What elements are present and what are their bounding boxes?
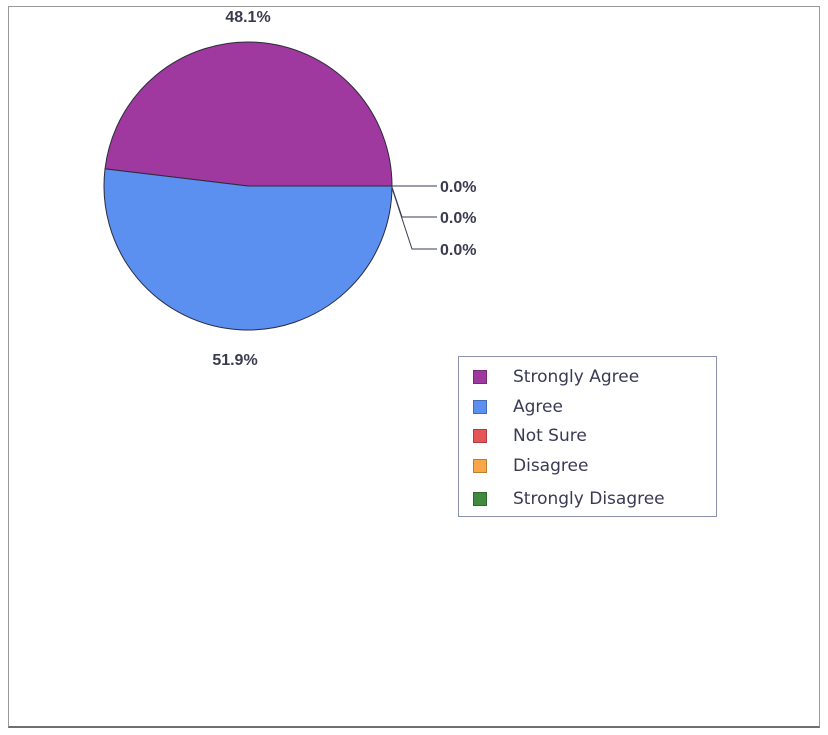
legend-swatch	[473, 459, 487, 473]
legend-label: Agree	[513, 397, 563, 417]
pie-slice-strongly-agree	[104, 41, 393, 187]
legend-item-disagree: Disagree	[473, 454, 588, 478]
legend-label: Not Sure	[513, 426, 587, 446]
data-label-not-sure: 0.0%	[440, 179, 476, 196]
legend-label: Disagree	[513, 456, 589, 476]
data-label-agree: 51.9%	[212, 352, 257, 369]
data-label-disagree: 0.0%	[440, 210, 476, 227]
legend-item-agree: Agree	[473, 395, 563, 419]
data-label-strongly-agree: 48.1%	[225, 9, 270, 26]
leader-line-strongly-disagree	[391, 187, 437, 250]
legend-label: Strongly Agree	[513, 367, 640, 387]
data-label-strongly-disagree: 0.0%	[440, 242, 476, 259]
legend-label: Strongly Disagree	[513, 489, 665, 509]
legend-swatch	[473, 429, 487, 443]
legend-swatch	[473, 370, 487, 384]
chart-legend: Strongly Agree Agree Not Sure Disagree S…	[458, 356, 717, 517]
legend-item-strongly-agree: Strongly Agree	[473, 365, 639, 389]
legend-item-not-sure: Not Sure	[473, 424, 587, 448]
leader-line-disagree	[391, 186, 437, 218]
legend-item-strongly-disagree: Strongly Disagree	[473, 487, 665, 511]
legend-swatch	[473, 492, 487, 506]
legend-swatch	[473, 400, 487, 414]
pie-slice-agree	[103, 168, 393, 331]
